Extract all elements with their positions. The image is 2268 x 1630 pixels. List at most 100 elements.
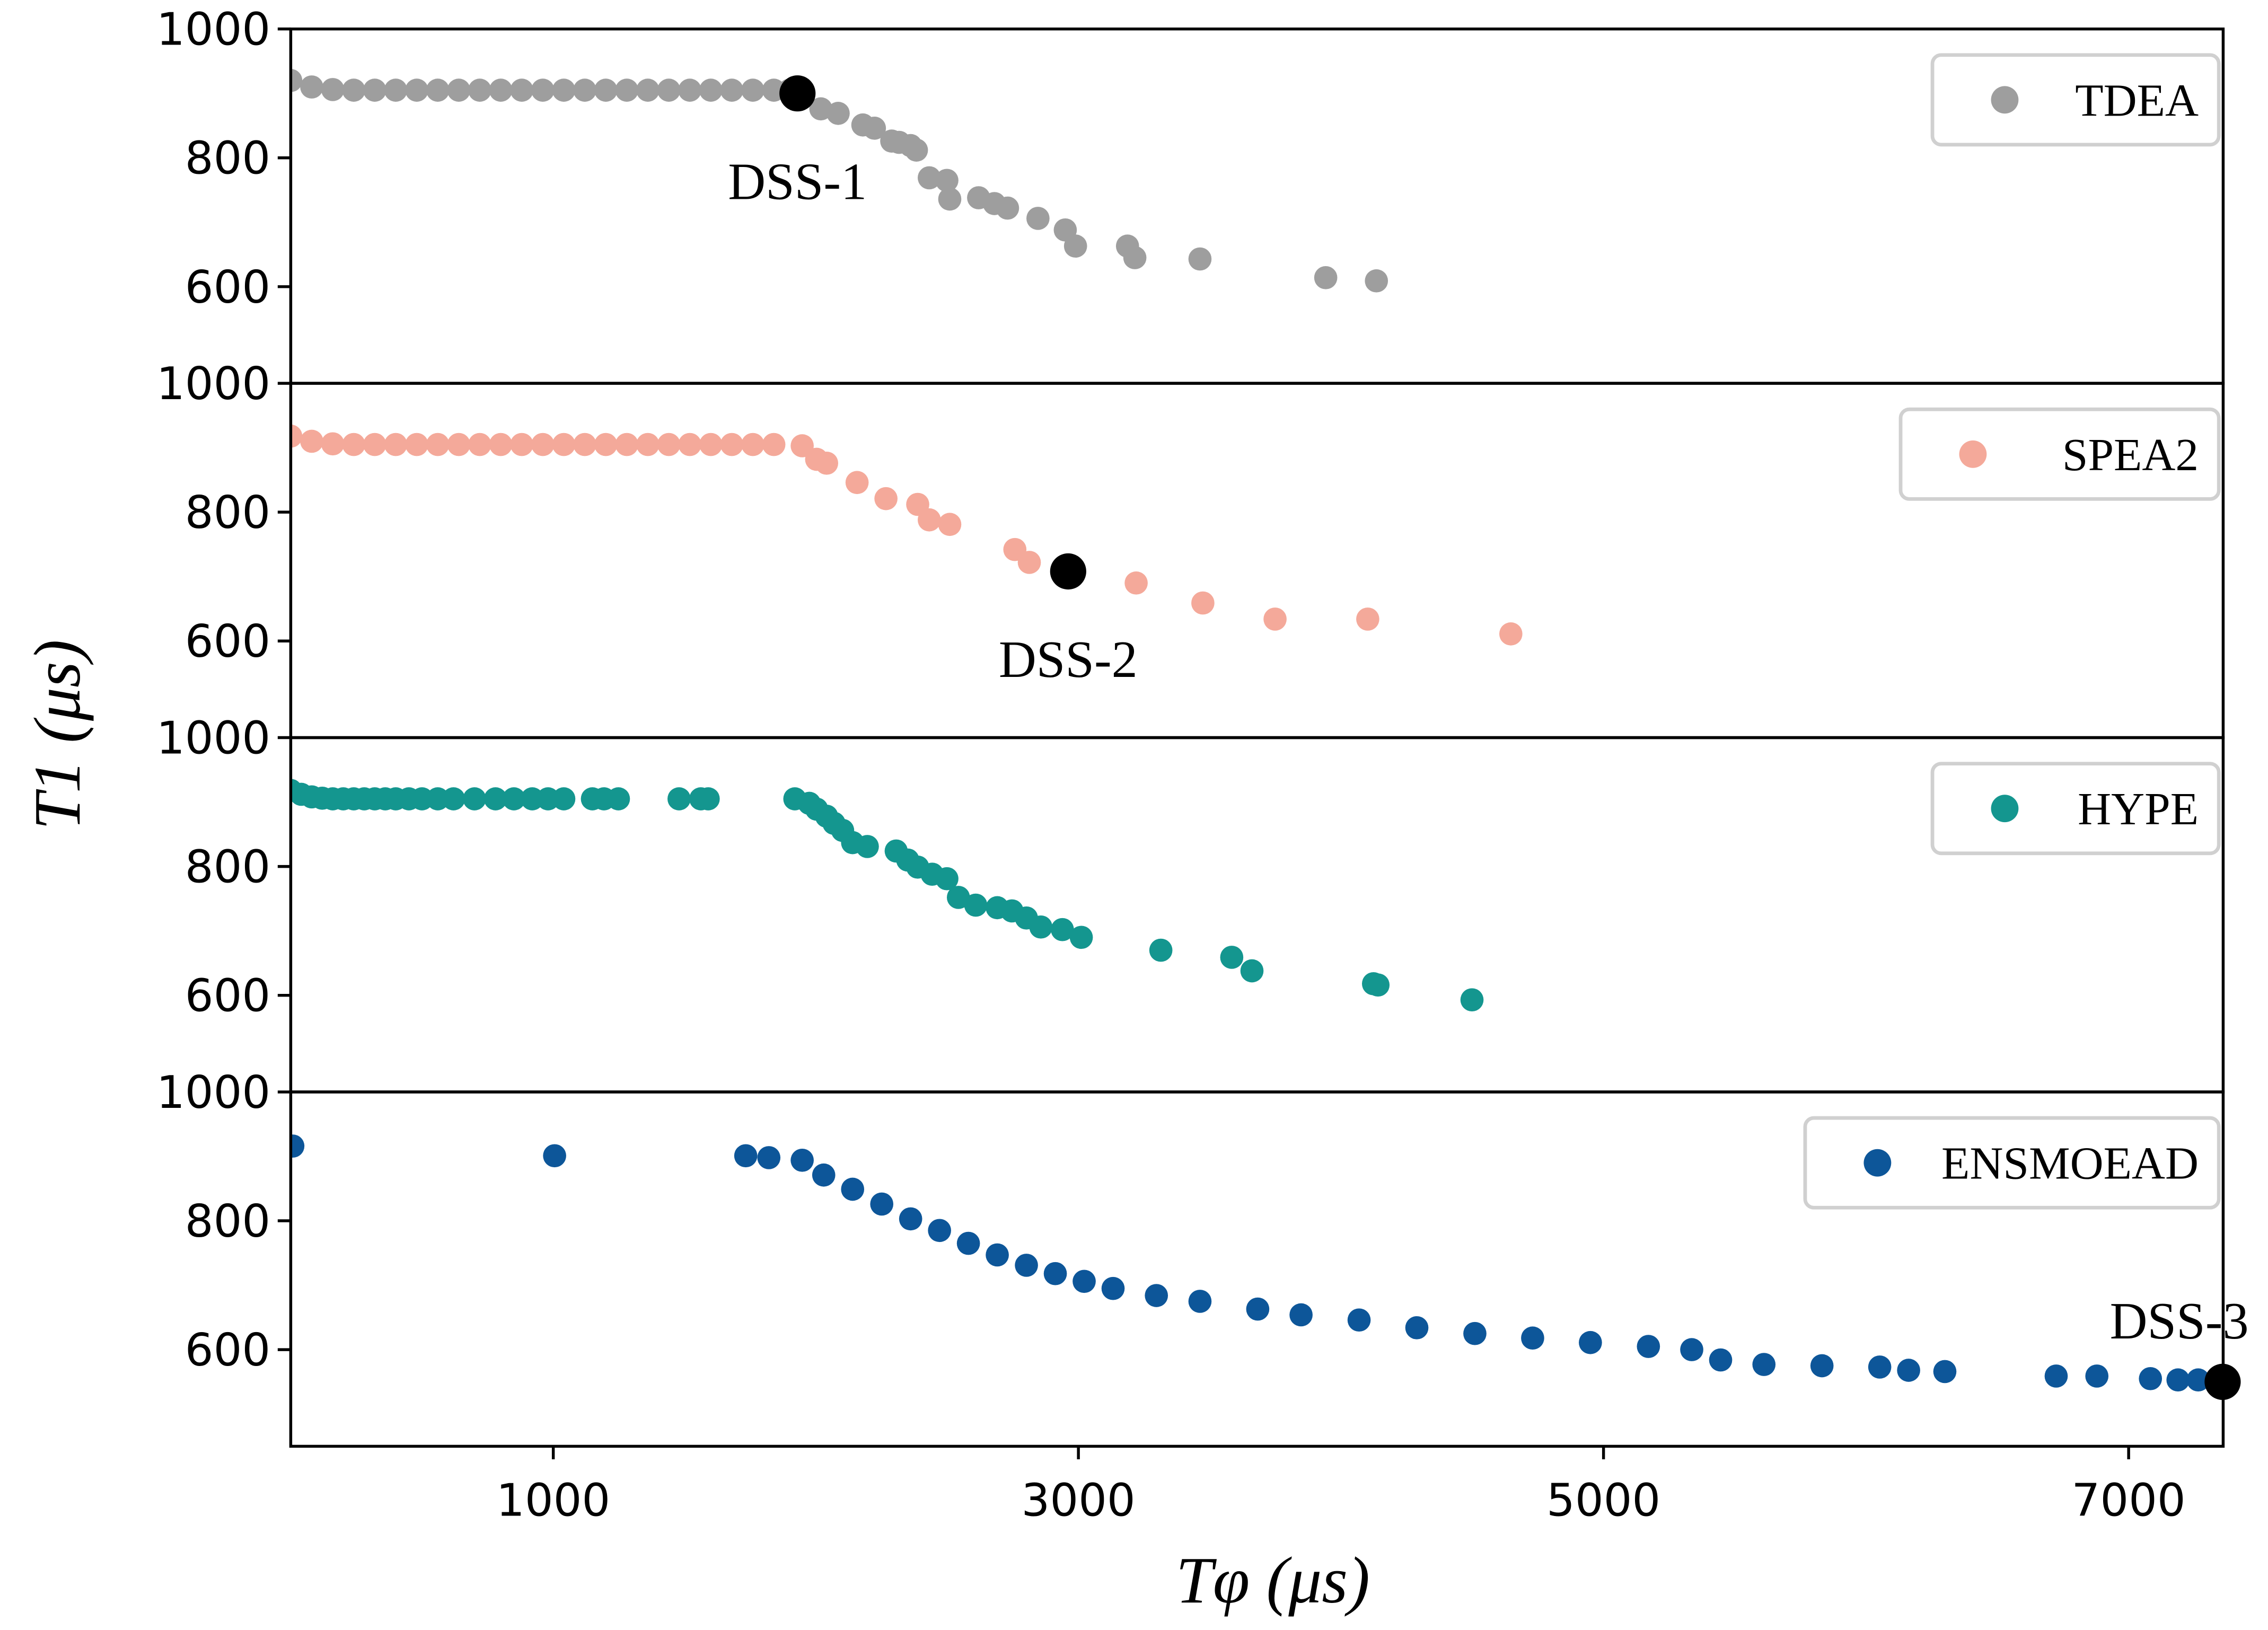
data-point — [667, 787, 691, 810]
data-point — [531, 78, 555, 102]
data-point — [1246, 1297, 1270, 1321]
data-point — [489, 78, 513, 102]
data-point — [1191, 591, 1215, 615]
y-tick-label: 800 — [185, 841, 270, 893]
data-point — [1637, 1335, 1660, 1358]
data-point — [812, 1163, 836, 1187]
panel-ensmoead: DSS-3 600 800 1000 ENSMOEAD — [156, 1067, 2249, 1448]
data-point — [841, 1177, 865, 1201]
data-point — [928, 1219, 951, 1243]
data-point — [573, 78, 596, 102]
data-point — [447, 433, 471, 456]
data-point — [699, 433, 723, 456]
legend: HYPE — [1930, 762, 2221, 856]
data-point — [447, 78, 471, 102]
panel-spea2: DSS-2 600 800 1000 SPEA2 — [156, 358, 2225, 739]
data-point — [1365, 269, 1388, 293]
y-axis-label: T1 (μs) — [21, 639, 94, 830]
data-point — [741, 78, 764, 102]
data-point — [2085, 1364, 2109, 1388]
data-point — [291, 69, 303, 92]
data-point — [1101, 1276, 1125, 1300]
legend-box — [1930, 53, 2221, 147]
data-point — [1220, 946, 1244, 969]
data-point — [1933, 1360, 1957, 1384]
y-tick-label: 600 — [185, 970, 270, 1022]
data-point — [1015, 1254, 1038, 1277]
data-point — [1897, 1359, 1920, 1382]
data-point — [720, 78, 744, 102]
data-point — [543, 1144, 566, 1168]
legend-marker — [1991, 795, 2019, 823]
data-point — [870, 1192, 894, 1216]
data-point — [405, 433, 428, 456]
data-point — [809, 97, 833, 121]
data-point — [463, 787, 486, 810]
legend: ENSMOEAD — [1803, 1116, 2221, 1210]
data-point — [468, 78, 491, 102]
data-point — [904, 138, 928, 162]
data-point — [615, 433, 639, 456]
legend-box — [1898, 407, 2221, 501]
data-point — [1405, 1316, 1429, 1340]
data-point — [606, 787, 630, 810]
data-point — [2044, 1364, 2068, 1388]
data-point — [1868, 1355, 1892, 1379]
data-point — [996, 196, 1019, 220]
data-point — [1188, 247, 1212, 271]
data-point — [986, 1243, 1009, 1267]
data-point — [1356, 607, 1379, 631]
y-tick-label: 600 — [185, 261, 270, 313]
data-point — [856, 835, 879, 858]
panel-hype: 600 800 1000 HYPE — [156, 712, 2225, 1094]
data-point — [1289, 1303, 1313, 1327]
data-point — [321, 432, 345, 456]
data-point — [291, 424, 303, 448]
data-point — [552, 787, 576, 810]
data-point — [1680, 1338, 1703, 1361]
data-point — [1366, 973, 1390, 997]
panel-frame — [289, 1090, 2225, 1448]
legend-marker — [1959, 440, 1987, 468]
data-point — [300, 75, 323, 99]
data-point — [1069, 926, 1093, 949]
y-tick-label: 800 — [185, 487, 270, 539]
data-point — [573, 433, 596, 456]
data-point — [1043, 1262, 1067, 1285]
data-point — [935, 867, 959, 891]
data-point — [489, 433, 513, 456]
data-point — [442, 787, 465, 810]
data-point — [1063, 234, 1087, 258]
data-point — [426, 78, 450, 102]
data-point — [384, 433, 408, 456]
data-point — [1460, 988, 1484, 1012]
x-tick-label: 5000 — [1546, 1474, 1660, 1526]
data-point — [552, 78, 576, 102]
data-point — [757, 1146, 781, 1169]
data-point — [697, 787, 720, 810]
data-point — [678, 78, 701, 102]
data-point — [956, 1231, 980, 1255]
data-point — [615, 78, 639, 102]
data-point — [827, 102, 850, 125]
data-point — [2166, 1368, 2190, 1392]
data-point — [2139, 1367, 2162, 1390]
data-point — [845, 471, 869, 495]
data-point — [384, 78, 408, 102]
y-tick-label: 1000 — [156, 4, 270, 56]
data-point — [510, 78, 534, 102]
y-tick-label: 800 — [185, 133, 270, 184]
data-point — [1124, 571, 1148, 595]
y-tick-label: 800 — [185, 1195, 270, 1247]
data-point — [342, 433, 366, 456]
data-point — [699, 78, 723, 102]
data-point — [636, 433, 660, 456]
data-point — [946, 886, 970, 909]
data-point — [964, 893, 988, 917]
data-point — [1263, 607, 1287, 631]
legend: SPEA2 — [1898, 407, 2221, 501]
data-point — [863, 116, 886, 140]
y-tick-label: 1000 — [156, 358, 270, 410]
data-point — [405, 78, 428, 102]
